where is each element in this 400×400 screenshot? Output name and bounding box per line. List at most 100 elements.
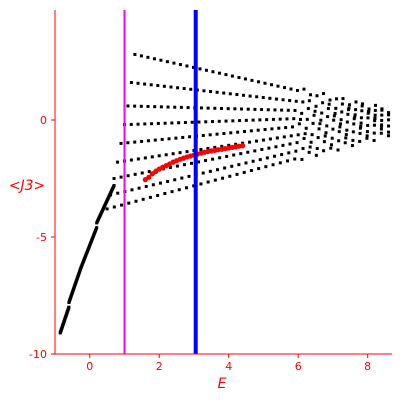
data-point-black <box>244 118 248 122</box>
data-point-red <box>208 148 214 154</box>
data-point-black <box>156 84 160 88</box>
data-point-black <box>359 116 363 120</box>
data-point-black <box>301 146 305 150</box>
data-point-red <box>236 143 242 149</box>
data-point-black <box>225 154 229 158</box>
data-point-black <box>284 126 288 130</box>
data-point-black <box>265 156 269 160</box>
data-point-black <box>232 153 236 157</box>
data-point-black <box>227 143 231 147</box>
data-point-black <box>120 203 124 207</box>
data-point-black <box>260 108 264 112</box>
data-point-red <box>160 164 166 170</box>
data-point-black <box>373 108 377 112</box>
data-point-black <box>277 126 281 130</box>
data-point-black <box>240 107 244 111</box>
data-point-black <box>374 103 378 107</box>
data-point-black <box>208 133 212 137</box>
data-point-black <box>315 94 319 98</box>
data-point-black <box>354 108 358 112</box>
data-point-black <box>173 178 177 182</box>
data-point-black <box>256 128 260 132</box>
data-point-black <box>255 139 259 143</box>
data-point-black <box>206 146 210 150</box>
data-point-black <box>265 118 269 122</box>
data-point-black <box>116 191 120 195</box>
data-point-black <box>341 97 345 101</box>
points-layer <box>58 52 391 335</box>
data-point-black <box>183 121 187 125</box>
data-point-black <box>237 76 241 79</box>
data-point-black <box>330 143 334 147</box>
data-point-black <box>204 68 208 72</box>
data-point-black <box>163 121 167 125</box>
data-point-black <box>153 105 157 109</box>
data-point-black <box>281 98 285 102</box>
data-point-black <box>217 119 221 123</box>
data-point-black <box>387 111 391 115</box>
data-point-black <box>204 159 208 163</box>
data-point-black <box>126 104 130 108</box>
data-point-black <box>248 94 252 98</box>
data-point-black <box>387 118 391 122</box>
data-point-black <box>226 107 230 111</box>
data-point-black <box>267 146 271 150</box>
data-point-black <box>278 117 282 121</box>
data-point-red <box>180 155 187 161</box>
data-point-black <box>239 152 243 156</box>
data-point-black <box>224 73 228 77</box>
data-point-black <box>211 120 214 124</box>
data-point-black <box>133 52 137 56</box>
data-point-black <box>166 179 170 183</box>
data-point-black <box>199 106 203 110</box>
data-point-black <box>244 161 248 165</box>
data-point-black <box>329 146 333 150</box>
data-point-red <box>174 158 180 164</box>
data-point-black <box>327 102 331 106</box>
data-point-black <box>274 97 278 101</box>
data-point-black <box>191 65 195 69</box>
data-point-black <box>293 108 297 112</box>
data-point-black <box>308 93 312 97</box>
data-point-black <box>331 127 335 131</box>
data-point-black <box>215 132 219 136</box>
data-point-black <box>133 172 137 176</box>
data-point-black <box>387 130 391 134</box>
data-point-black <box>319 118 323 122</box>
y-tick-label: -10 <box>29 348 47 361</box>
data-point-black <box>255 95 259 99</box>
data-point-black <box>201 171 205 175</box>
data-point-black <box>251 159 255 163</box>
data-point-black <box>187 174 191 178</box>
data-point-black <box>197 120 201 124</box>
data-point-black <box>206 106 210 110</box>
data-point-black <box>170 121 174 125</box>
data-point-black <box>204 120 208 124</box>
data-point-black <box>201 133 205 137</box>
data-point-red <box>222 145 228 152</box>
data-point-black <box>345 128 349 132</box>
data-point-black <box>238 119 242 123</box>
data-point-black <box>353 115 357 119</box>
data-point-black <box>346 108 350 112</box>
data-point-black <box>307 150 311 154</box>
data-point-black <box>242 170 246 174</box>
data-point-black <box>130 188 134 192</box>
data-point-black <box>146 55 150 59</box>
data-point-black <box>213 178 217 182</box>
data-point-black <box>167 137 171 141</box>
data-point-black <box>352 117 356 121</box>
data-point-black <box>179 105 183 109</box>
data-point-black <box>119 141 123 145</box>
data-point-black <box>273 154 276 158</box>
data-point-black <box>379 125 383 129</box>
data-point-black <box>379 131 383 135</box>
data-point-black <box>337 139 341 143</box>
data-point-black <box>367 110 371 114</box>
data-point-black <box>303 132 307 136</box>
data-point-black <box>199 182 203 186</box>
data-point-black <box>218 156 222 160</box>
data-point-black <box>127 201 131 205</box>
data-point-black <box>173 105 177 109</box>
data-point-black <box>188 135 192 139</box>
